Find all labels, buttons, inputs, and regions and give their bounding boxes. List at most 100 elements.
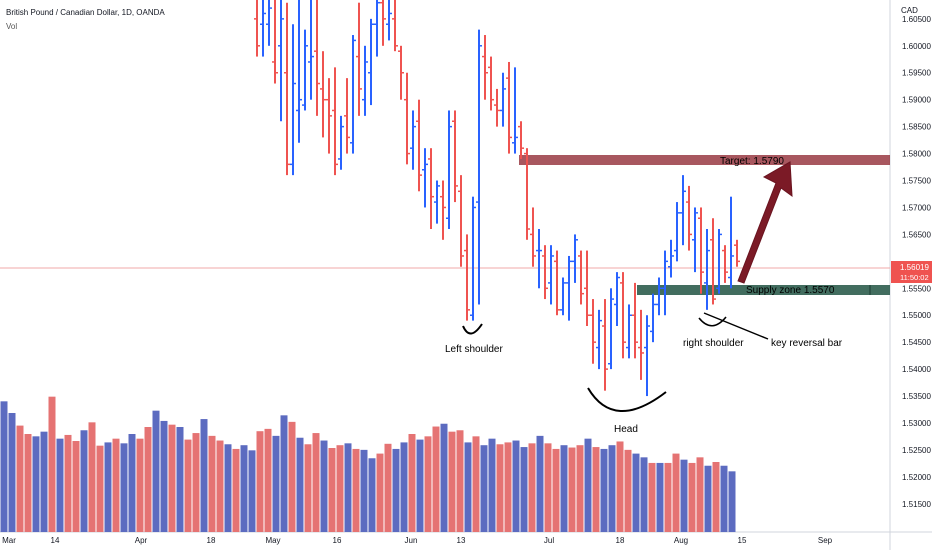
time-tick-label: Sep xyxy=(818,536,833,545)
volume-bar xyxy=(640,457,648,532)
volume-bar xyxy=(616,441,624,532)
volume-bar xyxy=(512,440,520,532)
chart-title: British Pound / Canadian Dollar, 1D, OAN… xyxy=(6,8,165,17)
price-tick-label: 1.53500 xyxy=(902,392,931,401)
ohlc-bar xyxy=(488,56,494,111)
ohlc-bar xyxy=(428,148,434,230)
volume-bar xyxy=(536,435,544,532)
volume-bar xyxy=(312,433,320,532)
ohlc-bar xyxy=(668,239,674,278)
volume-bar xyxy=(136,438,144,532)
volume-bar xyxy=(384,443,392,532)
volume-bar xyxy=(584,438,592,532)
volume-bar xyxy=(8,413,16,532)
volume-bar xyxy=(56,438,64,532)
ohlc-bar xyxy=(302,29,308,111)
volume-bar xyxy=(592,447,600,532)
price-tick-label: 1.60500 xyxy=(902,15,931,24)
ohlc-bar xyxy=(482,35,488,100)
time-tick-label: 18 xyxy=(207,536,216,545)
volume-bar xyxy=(656,462,664,532)
volume-bar xyxy=(704,465,712,532)
ohlc-bar xyxy=(422,148,428,208)
time-tick-label: 16 xyxy=(333,536,342,545)
ohlc-bar xyxy=(362,45,368,116)
ohlc-bar xyxy=(524,148,530,240)
ohlc-bar xyxy=(374,0,380,57)
time-tick-label: Jun xyxy=(405,536,418,545)
ohlc-bar xyxy=(578,250,584,305)
ohlc-bar xyxy=(272,0,278,84)
ohlc-bar xyxy=(254,0,260,57)
volume-bar xyxy=(192,433,200,532)
volume-bar xyxy=(520,447,528,532)
volume-bar xyxy=(464,442,472,532)
volume-bar xyxy=(440,423,448,532)
ohlc-bar xyxy=(656,277,662,316)
head-curve xyxy=(587,387,667,413)
ohlc-bar xyxy=(368,18,374,106)
ohlc-bar xyxy=(644,315,650,397)
volume-bar xyxy=(712,462,720,532)
price-tick-label: 1.59000 xyxy=(902,96,931,105)
time-tick-label: 13 xyxy=(457,536,466,545)
ohlc-bar xyxy=(464,234,470,321)
volume-bar xyxy=(568,447,576,532)
ohlc-bar xyxy=(680,175,686,246)
volume-bar xyxy=(480,445,488,532)
price-tick-label: 1.56500 xyxy=(902,230,931,239)
ohlc-bar xyxy=(542,245,548,300)
ohlc-bar xyxy=(512,67,518,154)
ohlc-bar xyxy=(392,0,398,52)
ohlc-bar xyxy=(398,45,404,100)
volume-bar xyxy=(232,448,240,532)
ohlc-bar xyxy=(380,0,386,46)
ohlc-bar xyxy=(626,304,632,359)
volume-bar xyxy=(72,441,80,532)
ohlc-bar xyxy=(326,78,332,154)
volume-bar xyxy=(296,437,304,532)
ohlc-bar xyxy=(566,255,572,321)
volume-bar xyxy=(672,453,680,532)
ohlc-bar xyxy=(572,234,578,283)
last-price-badge xyxy=(891,261,932,283)
target-zone[interactable] xyxy=(519,155,890,165)
ohlc-bar xyxy=(686,185,692,251)
volume-bar xyxy=(80,430,88,532)
ohlc-bar xyxy=(434,180,440,224)
volume-bars xyxy=(0,396,736,532)
volume-bar xyxy=(600,448,608,532)
ohlc-bar xyxy=(290,24,296,176)
countdown-value: 11:50:02 xyxy=(900,273,929,282)
ohlc-bar xyxy=(308,0,314,100)
volume-bar xyxy=(680,459,688,532)
ohlc-bar xyxy=(338,115,344,170)
ohlc-bar xyxy=(632,282,638,359)
volume-bar xyxy=(528,443,536,532)
volume-bar xyxy=(32,436,40,532)
price-tick-label: 1.55000 xyxy=(902,311,931,320)
ohlc-bar xyxy=(470,196,476,321)
time-tick-label: Jul xyxy=(544,536,554,545)
ohlc-bar xyxy=(494,88,500,127)
ohlc-bar xyxy=(284,2,290,176)
key-reversal-pointer xyxy=(703,312,769,340)
supply-zone[interactable] xyxy=(637,285,890,295)
volume-bar xyxy=(328,448,336,532)
volume-bar xyxy=(552,448,560,532)
volume-bar xyxy=(360,449,368,532)
ohlc-bar xyxy=(674,202,680,262)
volume-bar xyxy=(24,434,32,532)
price-tick-label: 1.57500 xyxy=(902,177,931,186)
ohlc-bar xyxy=(734,239,740,267)
ohlc-bar xyxy=(404,72,410,165)
volume-bar xyxy=(320,440,328,532)
ohlc-bar xyxy=(584,250,590,327)
ohlc-bar xyxy=(416,99,422,192)
volume-bar xyxy=(104,442,112,532)
ohlc-bar xyxy=(614,272,620,327)
volume-bar xyxy=(160,420,168,532)
volume-bar xyxy=(728,471,736,532)
price-tick-label: 1.55500 xyxy=(902,284,931,293)
